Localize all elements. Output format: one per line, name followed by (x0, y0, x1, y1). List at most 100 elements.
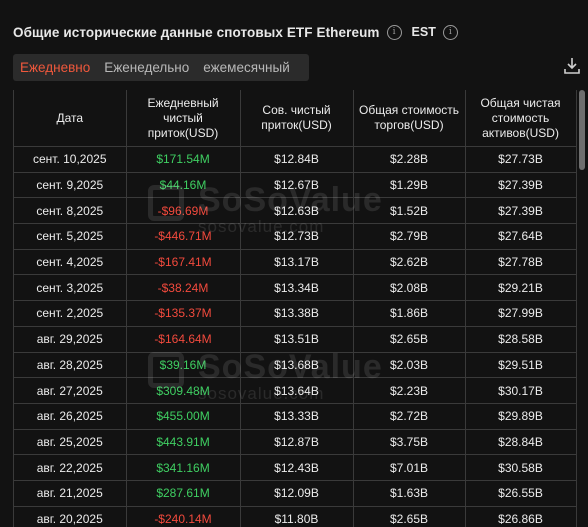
panel-header: Общие исторические данные спотовых ETF E… (13, 22, 458, 42)
table-row: авг. 29,2025 -$164.64M $13.51B $2.65B $28.58… (14, 326, 577, 353)
cell-date: сент. 5,2025 (14, 223, 127, 250)
cell-total-traded: $1.63B (353, 480, 466, 507)
cell-date: авг. 28,2025 (14, 352, 127, 379)
col-header-total-traded[interactable]: Общая стоимость торгов(USD) (353, 90, 466, 147)
download-icon[interactable] (564, 57, 580, 75)
timezone-info-icon[interactable]: i (442, 24, 458, 40)
cell-total-assets: $29.21B (465, 274, 577, 302)
table-header-row: Дата Ежедневный чистый приток(USD) Сов. … (14, 90, 577, 147)
cell-date: авг. 22,2025 (14, 454, 127, 481)
col-header-cumulative-inflow[interactable]: Сов. чистый приток(USD) (240, 90, 354, 147)
cell-daily-inflow: $443.91M (126, 429, 241, 456)
cell-daily-inflow: $44.16M (126, 172, 241, 199)
cell-cumulative-inflow: $13.38B (240, 300, 354, 327)
tab-daily[interactable]: Ежедневно (20, 60, 91, 75)
period-tabs: Ежедневно Еженедельно ежемесячный (13, 54, 309, 81)
cell-total-traded: $2.08B (353, 274, 466, 302)
cell-daily-inflow: -$167.41M (126, 249, 241, 276)
cell-cumulative-inflow: $12.87B (240, 429, 354, 456)
cell-cumulative-inflow: $12.43B (240, 454, 354, 481)
cell-daily-inflow: $171.54M (126, 146, 241, 173)
cell-date: сент. 9,2025 (14, 172, 127, 199)
cell-daily-inflow: $455.00M (126, 403, 241, 430)
cell-cumulative-inflow: $13.17B (240, 249, 354, 276)
table-row: авг. 22,2025 $341.16M $12.43B $7.01B $30.58B (14, 454, 577, 481)
cell-cumulative-inflow: $13.64B (240, 377, 354, 404)
cell-cumulative-inflow: $12.73B (240, 223, 354, 250)
table-row: авг. 20,2025 -$240.14M $11.80B $2.65B $26.86… (14, 506, 577, 527)
cell-total-traded: $1.86B (353, 300, 466, 327)
cell-total-assets: $28.58B (465, 326, 577, 353)
cell-cumulative-inflow: $12.63B (240, 197, 354, 225)
cell-cumulative-inflow: $11.80B (240, 506, 354, 527)
cell-total-assets: $27.73B (465, 146, 577, 173)
table-row: авг. 27,2025 $309.48M $13.64B $2.23B $30.17B (14, 377, 577, 404)
cell-total-assets: $26.55B (465, 480, 577, 507)
table-scrollbar[interactable] (579, 90, 585, 170)
table-row: сент. 9,2025 $44.16M $12.67B $1.29B $27.39B (14, 172, 577, 199)
table-row: авг. 26,2025 $455.00M $13.33B $2.72B $29.89B (14, 403, 577, 430)
table-row: сент. 4,2025 -$167.41M $13.17B $2.62B $27.78… (14, 249, 577, 276)
cell-total-traded: $2.65B (353, 326, 466, 353)
cell-cumulative-inflow: $13.51B (240, 326, 354, 353)
cell-total-assets: $27.64B (465, 223, 577, 250)
cell-total-assets: $29.89B (465, 403, 577, 430)
cell-date: авг. 27,2025 (14, 377, 127, 404)
cell-date: сент. 2,2025 (14, 300, 127, 327)
cell-cumulative-inflow: $13.33B (240, 403, 354, 430)
cell-date: авг. 20,2025 (14, 506, 127, 527)
tab-monthly[interactable]: ежемесячный (203, 60, 290, 75)
cell-daily-inflow: $39.16M (126, 352, 241, 379)
cell-total-assets: $27.99B (465, 300, 577, 327)
col-header-total-assets[interactable]: Общая чистая стоимость активов(USD) (465, 90, 577, 147)
table-row: сент. 10,2025 $171.54M $12.84B $2.28B $27.73… (14, 146, 577, 173)
info-icon[interactable]: i (386, 24, 402, 40)
table-row: сент. 8,2025 -$96.69M $12.63B $1.52B $27.39B (14, 197, 577, 225)
history-table: Дата Ежедневный чистый приток(USD) Сов. … (14, 90, 577, 527)
col-header-daily-inflow[interactable]: Ежедневный чистый приток(USD) (126, 90, 241, 147)
cell-total-traded: $1.52B (353, 197, 466, 225)
cell-date: сент. 10,2025 (14, 146, 127, 173)
cell-total-assets: $30.58B (465, 454, 577, 481)
cell-cumulative-inflow: $12.84B (240, 146, 354, 173)
cell-cumulative-inflow: $12.67B (240, 172, 354, 199)
panel-title: Общие исторические данные спотовых ETF E… (13, 24, 380, 40)
data-table-container[interactable]: Дата Ежедневный чистый приток(USD) Сов. … (13, 90, 588, 527)
cell-daily-inflow: -$164.64M (126, 326, 241, 353)
cell-total-assets: $29.51B (465, 352, 577, 379)
cell-daily-inflow: $309.48M (126, 377, 241, 404)
cell-daily-inflow: -$240.14M (126, 506, 241, 527)
cell-date: авг. 21,2025 (14, 480, 127, 507)
table-row: сент. 2,2025 -$135.37M $13.38B $1.86B $27.99… (14, 300, 577, 327)
cell-total-assets: $27.39B (465, 197, 577, 225)
cell-total-assets: $27.39B (465, 172, 577, 199)
cell-date: сент. 4,2025 (14, 249, 127, 276)
cell-total-traded: $1.29B (353, 172, 466, 199)
cell-date: авг. 29,2025 (14, 326, 127, 353)
table-row: сент. 5,2025 -$446.71M $12.73B $2.79B $27.64… (14, 223, 577, 250)
tab-weekly[interactable]: Еженедельно (104, 60, 190, 75)
cell-daily-inflow: -$135.37M (126, 300, 241, 327)
cell-total-assets: $27.78B (465, 249, 577, 276)
cell-daily-inflow: $287.61M (126, 480, 241, 507)
cell-cumulative-inflow: $12.09B (240, 480, 354, 507)
cell-daily-inflow: -$96.69M (126, 197, 241, 225)
cell-total-traded: $2.03B (353, 352, 466, 379)
table-row: сент. 3,2025 -$38.24M $13.34B $2.08B $29.21B (14, 274, 577, 302)
cell-total-traded: $2.23B (353, 377, 466, 404)
col-header-date[interactable]: Дата (14, 90, 127, 147)
cell-date: авг. 25,2025 (14, 429, 127, 456)
table-row: авг. 28,2025 $39.16M $13.68B $2.03B $29.51B (14, 352, 577, 379)
cell-daily-inflow: -$446.71M (126, 223, 241, 250)
cell-date: сент. 8,2025 (14, 197, 127, 225)
cell-total-traded: $2.28B (353, 146, 466, 173)
cell-total-assets: $28.84B (465, 429, 577, 456)
cell-total-traded: $7.01B (353, 454, 466, 481)
cell-total-assets: $30.17B (465, 377, 577, 404)
cell-date: авг. 26,2025 (14, 403, 127, 430)
timezone-label: EST (411, 25, 436, 39)
table-row: авг. 21,2025 $287.61M $12.09B $1.63B $26.55B (14, 480, 577, 507)
cell-cumulative-inflow: $13.34B (240, 274, 354, 302)
cell-total-traded: $2.72B (353, 403, 466, 430)
